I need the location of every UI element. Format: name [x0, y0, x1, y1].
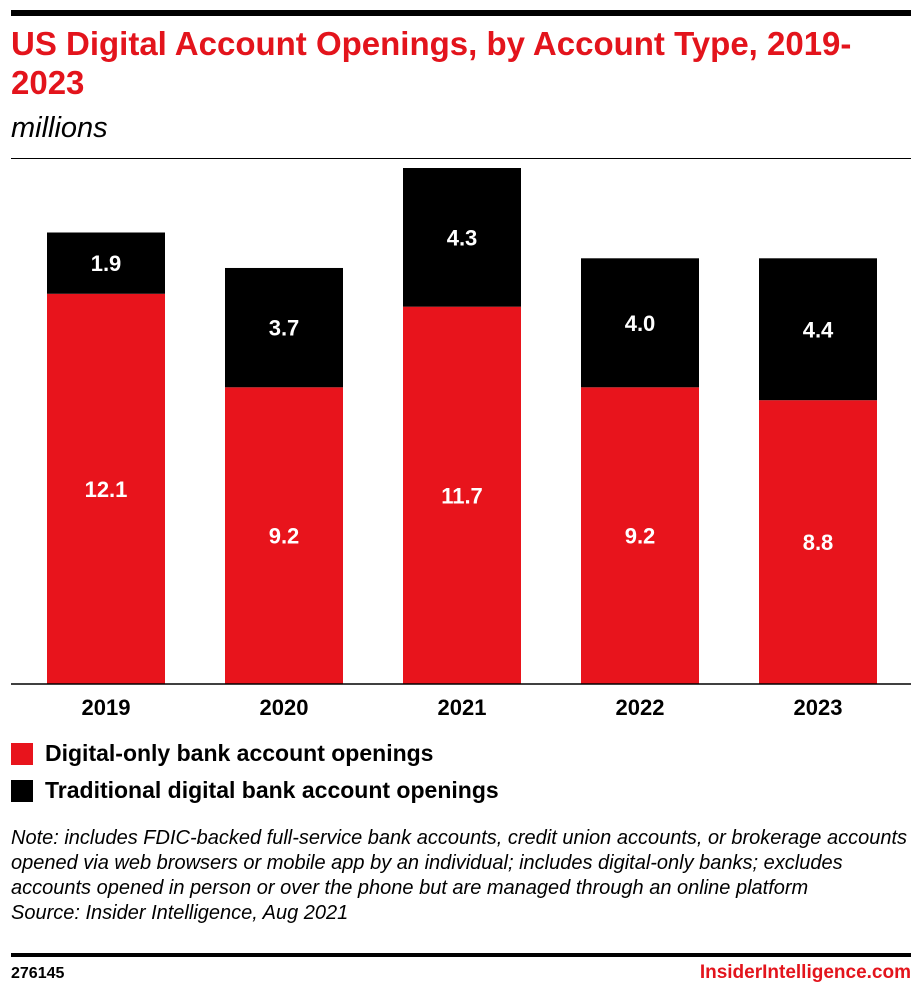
legend-label: Traditional digital bank account opening…	[45, 777, 499, 803]
x-tick-label: 2022	[616, 695, 665, 720]
legend-swatch	[11, 779, 33, 802]
bottom-rule	[11, 953, 911, 957]
data-label: 9.2	[625, 524, 656, 549]
data-label: 1.9	[91, 251, 122, 276]
legend-item-traditional: Traditional digital bank account opening…	[11, 777, 499, 804]
bar-segment	[225, 267, 343, 388]
data-label: 4.3	[447, 225, 478, 250]
footnote: Note: includes FDIC-backed full-service …	[11, 826, 911, 926]
bar-segment	[225, 387, 343, 684]
bar-segment	[47, 293, 165, 684]
data-label: 12.1	[85, 477, 128, 502]
top-rule	[11, 10, 911, 16]
legend-label: Digital-only bank account openings	[45, 740, 434, 766]
x-tick-label: 2021	[438, 695, 487, 720]
note-text: Note: includes FDIC-backed full-service …	[11, 827, 908, 899]
source-text: Source: Insider Intelligence, Aug 2021	[11, 902, 349, 924]
data-label: 3.7	[269, 316, 300, 341]
x-tick-label: 2019	[82, 695, 131, 720]
legend-swatch	[11, 742, 33, 765]
chart-id: 276145	[11, 965, 65, 982]
bar-segment	[759, 400, 877, 684]
data-label: 9.2	[269, 524, 300, 549]
chart-plot: 12.1 1.9 2019 9.2 3.7 2020 11.7 4.3 2021 9.2 4.0 20…	[11, 168, 911, 720]
bar-segment	[47, 232, 165, 294]
brand-link[interactable]: InsiderIntelligence.com	[699, 962, 911, 983]
bar-segment	[759, 258, 877, 401]
bar-segment	[403, 168, 521, 307]
data-label: 8.8	[803, 530, 834, 555]
bar-segment	[581, 387, 699, 684]
chart-title: US Digital Account Openings, by Account …	[11, 25, 852, 101]
data-label: 4.0	[625, 311, 656, 336]
bar-segment	[581, 258, 699, 388]
bar-segment	[403, 306, 521, 684]
x-tick-label: 2023	[794, 695, 843, 720]
chart-subtitle: millions	[11, 112, 108, 144]
title-divider	[11, 158, 911, 159]
data-label: 11.7	[441, 483, 483, 508]
x-tick-label: 2020	[260, 695, 309, 720]
legend-item-digital-only: Digital-only bank account openings	[11, 740, 433, 767]
data-label: 4.4	[803, 317, 834, 342]
